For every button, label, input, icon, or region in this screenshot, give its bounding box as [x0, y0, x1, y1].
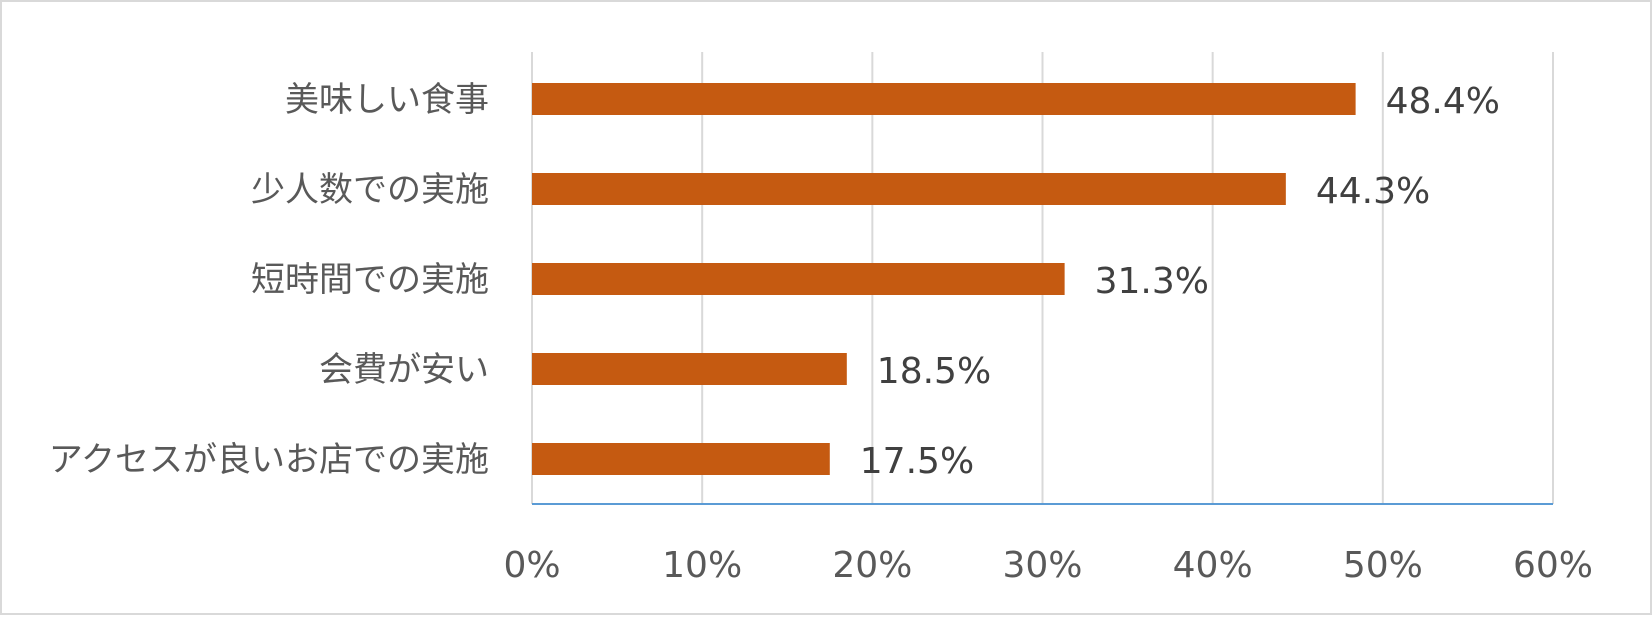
- category-label-4: アクセスが良いお店での実施: [49, 440, 489, 480]
- category-label-3: 会費が安い: [319, 350, 489, 390]
- bar-3: [532, 353, 847, 385]
- bar-0: [532, 83, 1356, 115]
- x-tick-label-3: 30%: [1002, 545, 1082, 586]
- x-tick-label-5: 50%: [1343, 545, 1423, 586]
- category-label-1: 少人数での実施: [251, 170, 489, 210]
- data-label-2: 31.3%: [1095, 261, 1209, 302]
- x-tick-label-0: 0%: [503, 545, 560, 586]
- bar-2: [532, 263, 1065, 295]
- x-tick-label-4: 40%: [1173, 545, 1253, 586]
- x-tick-label-2: 20%: [832, 545, 912, 586]
- x-tick-label-1: 10%: [662, 545, 742, 586]
- data-label-4: 17.5%: [860, 441, 974, 482]
- category-label-0: 美味しい食事: [285, 80, 489, 120]
- bar-1: [532, 173, 1286, 205]
- x-tick-label-6: 60%: [1513, 545, 1593, 586]
- data-label-1: 44.3%: [1316, 171, 1430, 212]
- x-tick-labels: 0% 10% 20% 30% 40% 50% 60%: [503, 545, 1593, 586]
- bar-4: [532, 443, 830, 475]
- data-label-3: 18.5%: [877, 351, 991, 392]
- data-label-0: 48.4%: [1386, 81, 1500, 122]
- data-labels: 48.4% 44.3% 31.3% 18.5% 17.5%: [860, 81, 1500, 482]
- bars: [532, 83, 1356, 475]
- category-label-2: 短時間での実施: [251, 260, 489, 300]
